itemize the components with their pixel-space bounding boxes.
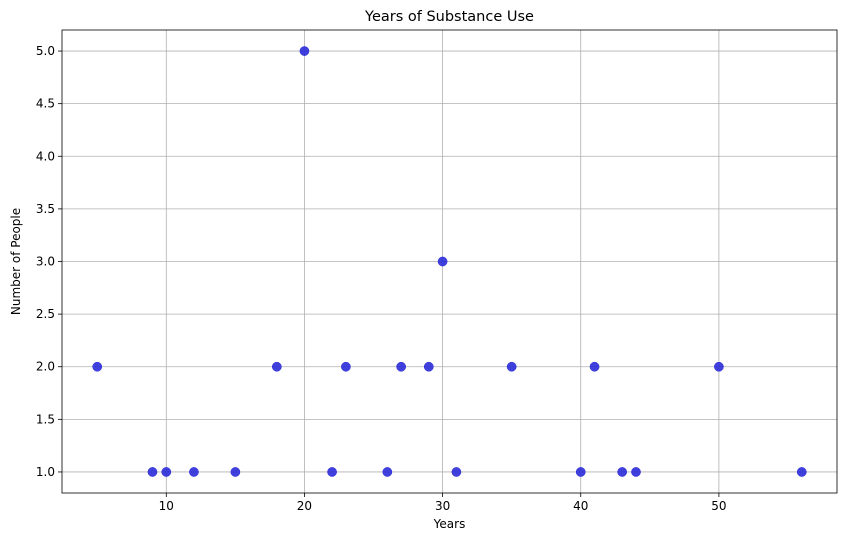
data-point bbox=[589, 361, 600, 372]
data-point bbox=[299, 46, 310, 56]
data-point bbox=[92, 361, 103, 372]
data-point bbox=[189, 467, 199, 477]
y-tick-label: 4.5 bbox=[36, 97, 55, 111]
data-point bbox=[341, 361, 351, 372]
data-point bbox=[631, 467, 641, 477]
y-tick-label: 5.0 bbox=[36, 44, 55, 58]
data-point bbox=[271, 361, 282, 372]
data-point bbox=[617, 467, 628, 477]
y-tick-label: 3.5 bbox=[36, 202, 55, 216]
data-point bbox=[230, 467, 241, 477]
data-point bbox=[147, 467, 158, 477]
y-tick-label: 3.0 bbox=[36, 255, 55, 269]
data-point bbox=[575, 467, 586, 477]
x-tick-label: 50 bbox=[711, 499, 726, 513]
plot-frame bbox=[61, 29, 838, 494]
x-tick-label: 20 bbox=[297, 499, 312, 513]
data-point bbox=[327, 467, 337, 477]
y-axis-label: Number of People bbox=[9, 208, 23, 315]
data-point bbox=[382, 467, 393, 477]
chart-title: Years of Substance Use bbox=[364, 9, 534, 25]
axis-ticks: 10 20 30 40 50 1.0 1.5 2.0 2.5 3.0 3.5 4.0 4.5 5.0 bbox=[36, 44, 727, 513]
data-point bbox=[451, 467, 462, 477]
y-tick-label: 4.0 bbox=[36, 149, 55, 163]
grid bbox=[62, 30, 837, 493]
data-point bbox=[161, 467, 172, 477]
y-tick-label: 1.5 bbox=[36, 412, 55, 426]
x-tick-label: 40 bbox=[573, 499, 588, 513]
data-points bbox=[92, 46, 807, 477]
y-tick-label: 2.0 bbox=[36, 360, 55, 374]
y-tick-label: 1.0 bbox=[36, 465, 55, 479]
x-tick-label: 10 bbox=[159, 499, 174, 513]
data-point bbox=[396, 361, 406, 372]
data-point bbox=[437, 256, 448, 267]
x-axis-label: Years bbox=[433, 517, 466, 531]
y-tick-label: 2.5 bbox=[36, 307, 55, 321]
data-point bbox=[796, 467, 807, 477]
data-point bbox=[506, 361, 517, 372]
data-point bbox=[714, 361, 724, 372]
x-tick-label: 30 bbox=[435, 499, 450, 513]
data-point bbox=[423, 361, 434, 372]
